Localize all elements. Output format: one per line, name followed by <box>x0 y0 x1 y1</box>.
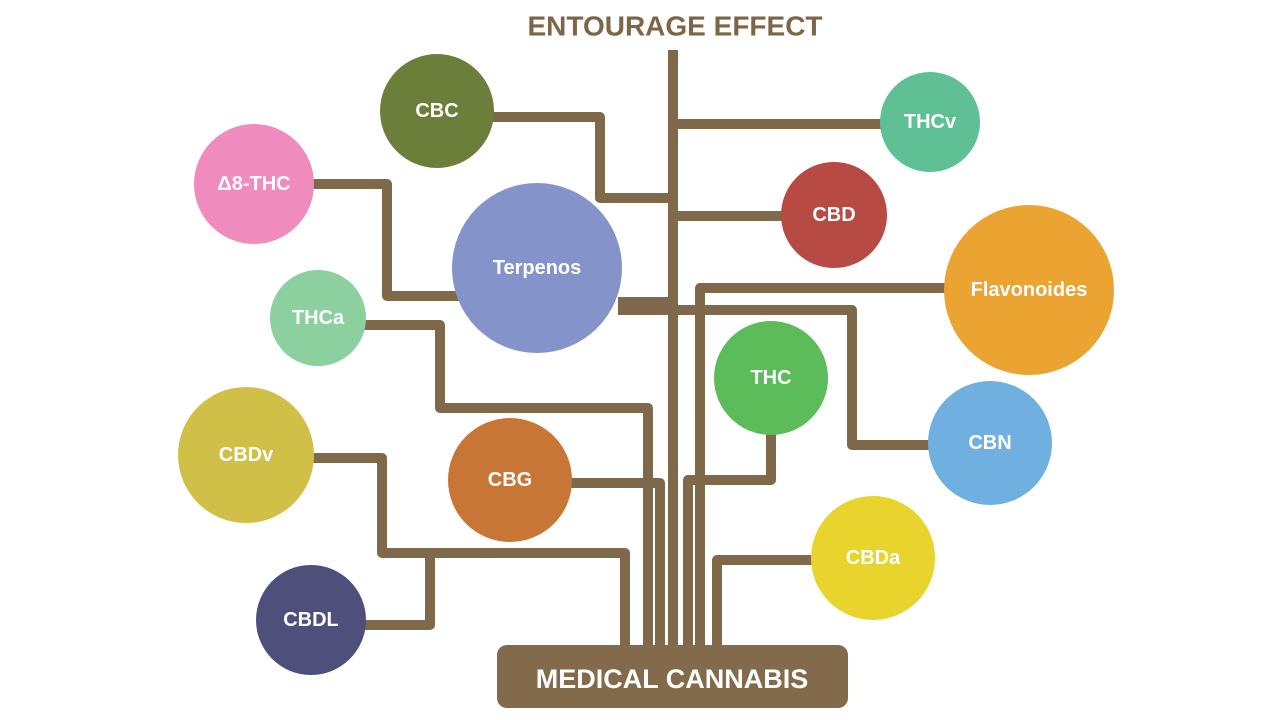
nodes: CBC THCv Δ8-THC CBD Terpenos Flavonoides THCa T… <box>178 54 1114 675</box>
node-circle <box>944 205 1114 375</box>
node-label: CBDa <box>846 547 901 569</box>
node-label: CBG <box>488 469 532 491</box>
node-label: Terpenos <box>493 257 582 279</box>
node-circle <box>928 381 1052 505</box>
node-label: Δ8-THC <box>217 173 290 195</box>
node-label: CBD <box>812 204 855 226</box>
connector-flavonoides <box>695 283 946 655</box>
node-cbg: CBG <box>448 418 572 542</box>
connector-cbda <box>712 555 812 655</box>
node-circle <box>380 54 494 168</box>
node-thca: THCa <box>270 270 366 366</box>
node-cbd: CBD <box>781 162 887 268</box>
node-label: CBC <box>415 100 458 122</box>
base-label: MEDICAL CANNABIS <box>536 664 809 694</box>
connector-lines <box>312 50 946 655</box>
node-d8thc: Δ8-THC <box>194 124 314 244</box>
node-label: Flavonoides <box>971 279 1088 301</box>
node-circle <box>448 418 572 542</box>
node-cbn: CBN <box>928 381 1052 505</box>
node-label: CBN <box>968 432 1011 454</box>
node-cbdl: CBDL <box>256 565 366 675</box>
connector-terpenos-cbn <box>618 305 932 450</box>
node-circle <box>452 183 622 353</box>
node-circle <box>781 162 887 268</box>
node-cbdv: CBDv <box>178 387 314 523</box>
node-circle <box>194 124 314 244</box>
connector-cbc <box>492 112 673 203</box>
node-label: CBDL <box>283 609 339 631</box>
node-label: CBDv <box>219 444 274 466</box>
node-cbda: CBDa <box>811 496 935 620</box>
node-circle <box>811 496 935 620</box>
connector-thca <box>364 320 653 655</box>
node-thcv: THCv <box>880 72 980 172</box>
node-cbc: CBC <box>380 54 494 168</box>
node-label: THCv <box>904 111 957 133</box>
node-label: THC <box>750 367 791 389</box>
node-flavonoides: Flavonoides <box>944 205 1114 375</box>
node-terpenos: Terpenos <box>452 183 622 353</box>
connector-d8thc <box>312 179 460 301</box>
node-circle <box>880 72 980 172</box>
connector-cbdl <box>364 553 435 630</box>
node-circle <box>178 387 314 523</box>
medical-cannabis-base: MEDICAL CANNABIS <box>497 645 848 708</box>
node-circle <box>270 270 366 366</box>
connector-cbg <box>570 478 665 655</box>
node-label: THCa <box>292 307 345 329</box>
diagram-title: ENTOURAGE EFFECT <box>527 11 822 42</box>
node-circle <box>714 321 828 435</box>
connector-cbdv <box>312 453 630 655</box>
connector-thc <box>683 434 776 655</box>
node-circle <box>256 565 366 675</box>
node-thc: THC <box>714 321 828 435</box>
